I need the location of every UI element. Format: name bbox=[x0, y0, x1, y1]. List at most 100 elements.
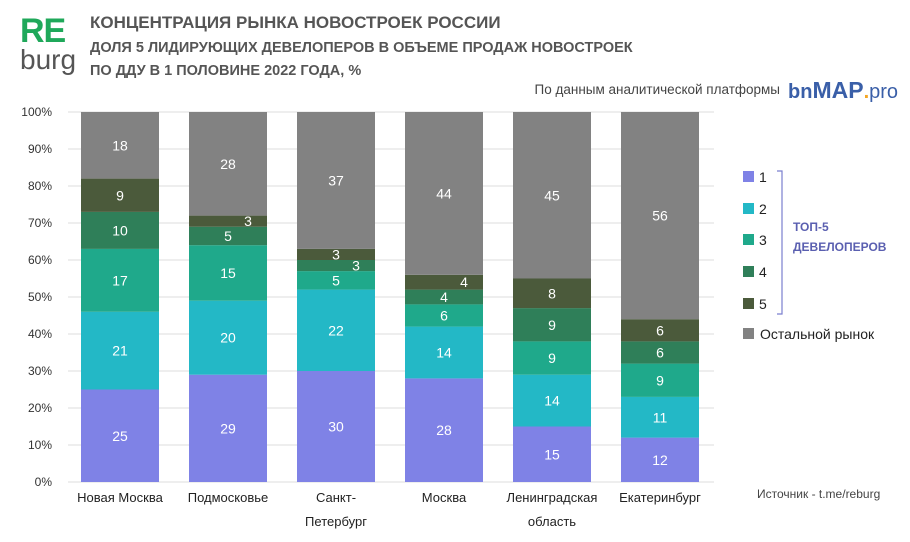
bar-segment bbox=[513, 341, 591, 375]
x-tick-label: Подмосковье bbox=[188, 490, 269, 505]
bar-segment bbox=[405, 326, 483, 379]
bar-segment bbox=[513, 308, 591, 342]
bar-segment bbox=[621, 112, 699, 320]
bar-segment bbox=[513, 374, 591, 427]
bar-segment bbox=[189, 215, 267, 227]
data-label: 28 bbox=[436, 422, 452, 438]
data-label: 6 bbox=[656, 322, 664, 338]
bar-segment bbox=[405, 304, 483, 327]
y-tick-label: 10% bbox=[28, 438, 52, 452]
data-label: 4 bbox=[460, 274, 468, 290]
bar-segment bbox=[621, 437, 699, 482]
data-label: 21 bbox=[112, 343, 128, 359]
legend-swatch bbox=[743, 298, 754, 309]
legend-group-label-2: ДЕВЕЛОПЕРОВ bbox=[793, 240, 887, 254]
y-tick-label: 30% bbox=[28, 364, 52, 378]
bar-segment bbox=[81, 211, 159, 249]
data-label: 15 bbox=[220, 265, 236, 281]
y-tick-label: 100% bbox=[21, 105, 52, 119]
chart-subtitle-2: ПО ДДУ В 1 ПОЛОВИНЕ 2022 ГОДА, % bbox=[90, 63, 362, 79]
legend-label: 5 bbox=[759, 296, 767, 312]
reburg-logo-sub: burg bbox=[20, 44, 77, 75]
data-label: 20 bbox=[220, 330, 236, 346]
data-label: 45 bbox=[544, 187, 560, 203]
bar-segment bbox=[297, 112, 375, 249]
x-tick-label: Петербург bbox=[305, 514, 367, 529]
data-label: 9 bbox=[116, 187, 124, 203]
data-label: 17 bbox=[112, 272, 128, 288]
x-tick-label: Ленинградская bbox=[507, 490, 598, 505]
y-tick-label: 80% bbox=[28, 179, 52, 193]
y-tick-label: 90% bbox=[28, 142, 52, 156]
data-label: 8 bbox=[548, 285, 556, 301]
y-tick-label: 0% bbox=[35, 475, 53, 489]
data-label: 5 bbox=[332, 272, 340, 288]
legend-brace bbox=[777, 170, 783, 315]
data-label: 3 bbox=[352, 258, 360, 274]
bar-segment bbox=[297, 248, 375, 260]
bar-segment bbox=[189, 226, 267, 246]
chart-title: КОНЦЕНТРАЦИЯ РЫНКА НОВОСТРОЕК РОССИИ bbox=[90, 13, 501, 32]
bar-segment bbox=[621, 396, 699, 438]
data-label: 30 bbox=[328, 419, 344, 435]
bar-segment bbox=[297, 260, 375, 272]
y-tick-label: 50% bbox=[28, 290, 52, 304]
bar-segment bbox=[189, 374, 267, 482]
legend-swatch bbox=[743, 328, 754, 339]
legend-label: 3 bbox=[759, 232, 767, 248]
legend-label: Остальной рынок bbox=[760, 326, 875, 342]
data-label: 11 bbox=[653, 409, 668, 425]
data-label: 9 bbox=[656, 372, 664, 388]
data-label: 9 bbox=[548, 317, 556, 333]
data-label: 56 bbox=[652, 208, 668, 224]
bar-segment bbox=[405, 378, 483, 482]
data-label: 9 bbox=[548, 350, 556, 366]
data-label: 5 bbox=[224, 228, 232, 244]
data-label: 15 bbox=[544, 446, 560, 462]
legend-swatch bbox=[743, 234, 754, 245]
data-label: 3 bbox=[244, 213, 252, 229]
bar-segment bbox=[621, 363, 699, 397]
data-label: 14 bbox=[544, 393, 560, 409]
source-text: По данным аналитической платформы bbox=[534, 82, 780, 97]
bar-segment bbox=[621, 319, 699, 342]
x-tick-label: область bbox=[528, 514, 576, 529]
y-tick-label: 40% bbox=[28, 327, 52, 341]
bar-segment bbox=[513, 112, 591, 279]
bar-segment bbox=[81, 389, 159, 482]
bar-segment bbox=[297, 371, 375, 482]
x-tick-label: Новая Москва bbox=[77, 490, 163, 505]
bar-segment bbox=[297, 271, 375, 290]
bar-segment bbox=[189, 245, 267, 301]
reburg-logo: RE bbox=[20, 12, 66, 50]
data-label: 22 bbox=[328, 322, 344, 338]
bar-segment bbox=[297, 289, 375, 371]
data-label: 3 bbox=[332, 246, 340, 262]
data-label: 12 bbox=[652, 452, 668, 468]
bar-segment bbox=[621, 341, 699, 364]
legend-group-label: ТОП-5 ДЕВЕЛОПЕРОВ bbox=[793, 217, 886, 257]
data-label: 29 bbox=[220, 420, 236, 436]
legend-group-label-1: ТОП-5 bbox=[793, 220, 829, 234]
data-label: 14 bbox=[436, 345, 452, 361]
bar-segment bbox=[81, 112, 159, 179]
bar-segment bbox=[81, 311, 159, 390]
legend-label: 2 bbox=[759, 201, 767, 217]
legend-swatch bbox=[743, 171, 754, 182]
data-label: 6 bbox=[440, 308, 448, 324]
data-label: 10 bbox=[112, 222, 128, 238]
data-label: 6 bbox=[656, 345, 664, 361]
bar-segment bbox=[189, 300, 267, 375]
bar-segment bbox=[405, 112, 483, 275]
chart-subtitle-1: ДОЛЯ 5 ЛИДИРУЮЩИХ ДЕВЕЛОПЕРОВ В ОБЪЕМЕ П… bbox=[90, 40, 633, 56]
bnmap-logo: bnMAP.pro bbox=[788, 77, 899, 103]
bar-segment bbox=[513, 426, 591, 482]
bar-segment bbox=[81, 178, 159, 212]
x-tick-label: Москва bbox=[422, 490, 467, 505]
bar-segment bbox=[81, 248, 159, 312]
data-label: 25 bbox=[112, 428, 128, 444]
data-label: 28 bbox=[220, 156, 236, 172]
legend-swatch bbox=[743, 203, 754, 214]
